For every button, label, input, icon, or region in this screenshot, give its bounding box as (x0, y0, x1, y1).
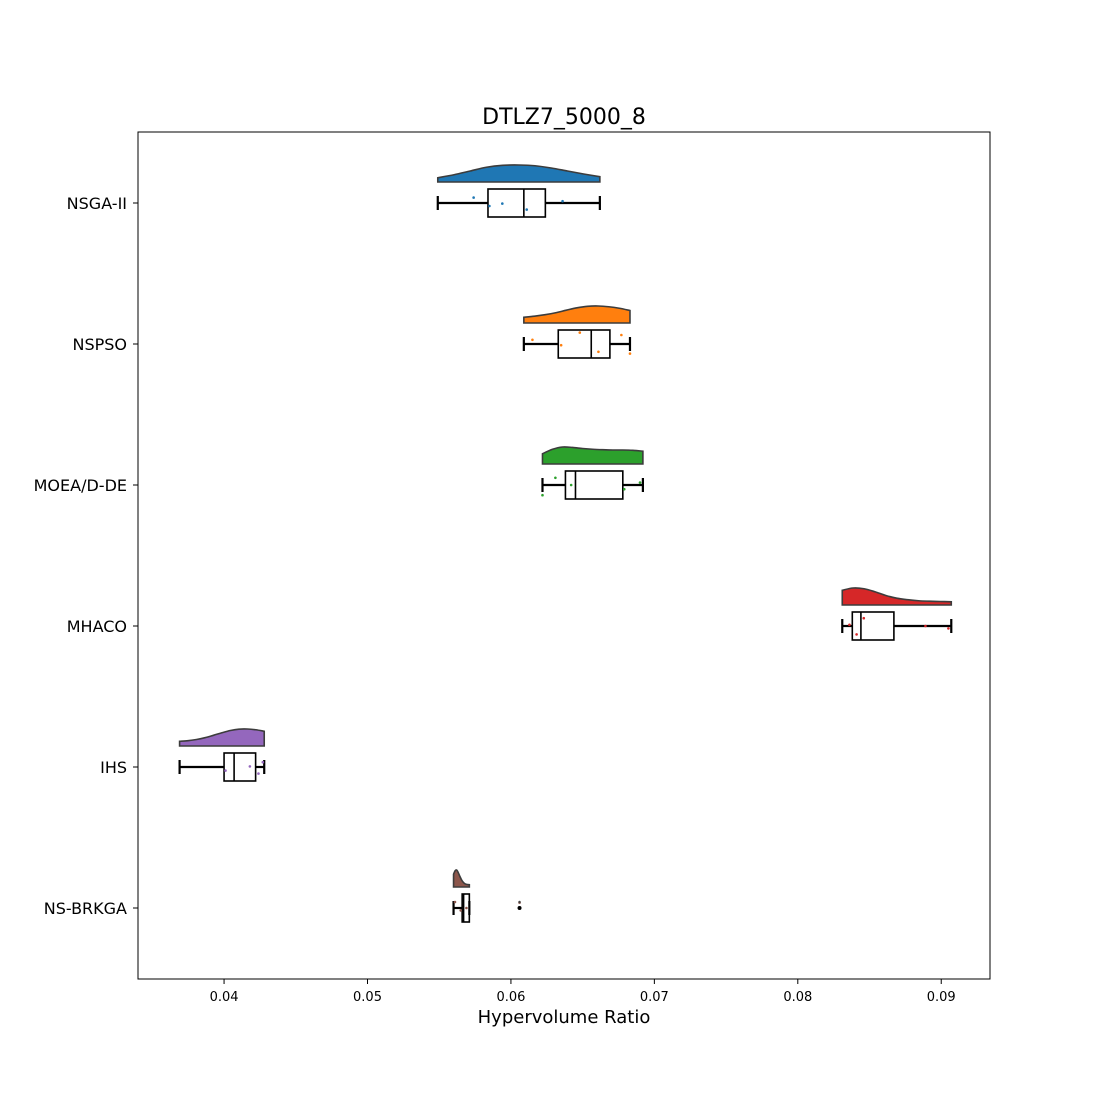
series-ihs (178, 728, 266, 782)
data-point (597, 350, 600, 354)
data-point (257, 772, 260, 775)
plot-frame (137, 131, 991, 980)
x-tick-label: 0.05 (353, 990, 382, 1005)
box (564, 470, 624, 500)
x-tick-label: 0.07 (640, 990, 669, 1005)
outlier-point (518, 900, 521, 904)
category-label-ns-brkga: NS-BRKGA (44, 899, 127, 918)
data-point (638, 481, 642, 484)
data-point (559, 343, 563, 347)
category-label-mhaco: MHACO (67, 617, 127, 636)
data-point (620, 333, 623, 337)
series-ns-brkga (452, 869, 522, 923)
density-cloud (452, 869, 471, 888)
box (851, 611, 895, 641)
data-point (465, 906, 468, 910)
y-axis: NSGA-II NSPSO MOEA/D-DE MHACO IHS NS-BRKGA (34, 194, 138, 918)
outlier-point (517, 906, 522, 910)
density-cloud (541, 446, 644, 465)
box (557, 329, 611, 359)
density-cloud (523, 305, 631, 324)
data-point (501, 202, 504, 205)
data-point (488, 204, 491, 208)
x-axis-label: Hypervolume Ratio (478, 1007, 651, 1028)
x-tick-label: 0.08 (783, 990, 812, 1005)
data-point (578, 331, 582, 334)
data-point (541, 493, 544, 497)
data-point (525, 208, 529, 211)
data-point (261, 760, 265, 764)
data-point (459, 909, 463, 912)
data-point (554, 476, 557, 480)
data-point (622, 487, 626, 491)
data-point (628, 352, 632, 355)
data-point (848, 623, 851, 627)
category-label-nspso: NSPSO (72, 335, 127, 354)
x-tick-label: 0.06 (496, 990, 525, 1005)
series-nspso (522, 305, 632, 359)
category-label-moea-d-de: MOEA/D-DE (34, 476, 127, 495)
plot-area (178, 164, 953, 923)
series-moea-d-de (541, 446, 644, 500)
data-point (248, 765, 252, 768)
data-point (924, 624, 927, 628)
box (461, 893, 471, 923)
category-label-ihs: IHS (100, 758, 127, 777)
data-point (947, 627, 950, 630)
x-axis: 0.04 0.05 0.06 0.07 0.08 0.09 (210, 979, 956, 1005)
chart-title: DTLZ7_5000_8 (482, 105, 646, 130)
density-cloud (178, 728, 266, 747)
series-nsga-ii (436, 164, 601, 218)
density-cloud (436, 164, 601, 183)
data-point (569, 483, 573, 487)
box (223, 752, 257, 782)
data-point (855, 633, 858, 636)
data-point (224, 769, 227, 772)
category-label-nsga-ii: NSGA-II (67, 194, 127, 213)
series-mhaco (841, 587, 953, 641)
box (487, 188, 547, 218)
data-point (531, 338, 534, 342)
density-cloud (841, 587, 953, 606)
data-point (453, 900, 457, 904)
data-point (472, 196, 475, 199)
data-point (561, 199, 564, 203)
x-tick-label: 0.04 (210, 990, 239, 1005)
x-tick-label: 0.09 (927, 990, 956, 1005)
data-point (862, 616, 866, 620)
